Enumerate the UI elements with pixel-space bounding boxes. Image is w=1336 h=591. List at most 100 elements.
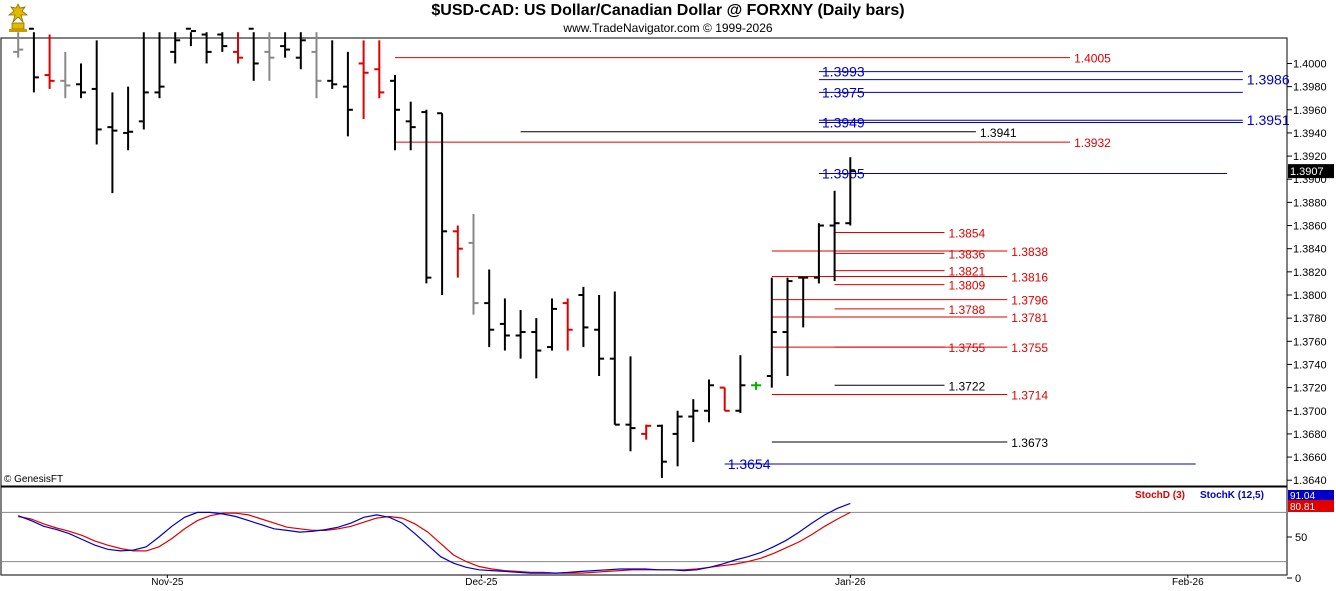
ohlc-bar: [452, 225, 463, 278]
ohlc-bar: [672, 410, 683, 467]
ohlc-bar: [233, 32, 243, 64]
ohlc-bar: [421, 109, 432, 284]
price-tick-label: 1.3960: [1293, 105, 1327, 117]
price-tick-label: 1.3800: [1293, 290, 1327, 302]
ohlc-bar: [138, 32, 149, 130]
level-label: 1.3905: [822, 165, 865, 181]
price-tick-label: 1.3680: [1293, 429, 1327, 441]
level-lines: 1.4005 1.3993 1.3986 1.3975 1.3951 1.3949 1.39…: [395, 52, 1290, 472]
price-panel-border: [0, 37, 1288, 487]
ohlc-bar: [688, 399, 699, 443]
date-tick-label: Feb-26: [1172, 577, 1204, 588]
date-axis: Nov-25 Dec-25 Jan-26 Feb-26: [151, 575, 1204, 588]
price-tick-label: 1.3980: [1293, 82, 1327, 94]
level-label: 1.3714: [1011, 389, 1048, 403]
date-tick-label: Dec-25: [465, 577, 498, 588]
level-label: 1.3788: [949, 303, 986, 317]
ohlc-bar: [280, 32, 291, 58]
ohlc-bar: [217, 32, 228, 52]
ohlc-bar: [405, 101, 416, 151]
price-tick-label: 1.3720: [1293, 383, 1327, 395]
price-tick-label: 1.3820: [1293, 267, 1327, 279]
ohlc-bar: [91, 40, 102, 145]
price-tick-label: 1.4000: [1293, 58, 1327, 70]
ohlc-bar: [594, 294, 605, 377]
stoch-k-value-box: [1288, 490, 1334, 500]
level-label: 1.3949: [822, 115, 865, 131]
chart-frame: [0, 37, 1288, 576]
level-label: 1.3796: [1011, 294, 1048, 308]
price-tick-label: 1.3880: [1293, 197, 1327, 209]
level-label: 1.3854: [949, 226, 986, 240]
price-tick-label: 1.3640: [1293, 475, 1327, 487]
date-tick-label: Nov-25: [151, 577, 184, 588]
level-label: 1.3809: [949, 279, 986, 293]
ohlc-bar: [170, 32, 181, 64]
ohlc-bar: [499, 298, 510, 351]
ohlc-bar: [201, 32, 212, 64]
chart-header: $USD-CAD: US Dollar/Canadian Dollar @ FO…: [0, 0, 1336, 38]
ohlc-bar: [60, 51, 71, 99]
level-label: 1.3755: [949, 341, 986, 355]
level-label: 1.4005: [1074, 52, 1111, 66]
level-label: 1.3821: [949, 265, 986, 279]
stoch-legend-k: StochK (12,5): [1200, 490, 1264, 501]
ohlc-bar: [782, 277, 793, 377]
ohlc-bar: [531, 318, 542, 379]
level-label: 1.3722: [949, 379, 986, 393]
ohlc-bar: [264, 32, 275, 81]
ohlc-bar: [358, 40, 369, 120]
ohlc-bar: [845, 157, 856, 226]
ohlc-bar: [107, 92, 118, 194]
ohlc-bar: [641, 424, 652, 440]
current-price-box: [1288, 164, 1334, 179]
price-tick-label: 1.3860: [1293, 221, 1327, 233]
ohlc-bar: [248, 27, 259, 81]
level-label: 1.3755: [1011, 341, 1048, 355]
price-tick-label: 1.3780: [1293, 313, 1327, 325]
stoch-k-value: 91.04: [1290, 491, 1315, 502]
ohlc-bar: [766, 277, 777, 388]
level-label: 1.3941: [980, 126, 1017, 140]
level-label: 1.3781: [1011, 311, 1048, 325]
level-label: 1.3836: [949, 247, 986, 261]
price-tick-label: 1.3940: [1293, 128, 1327, 140]
date-tick-label: Jan-26: [835, 577, 866, 588]
chart-title: $USD-CAD: US Dollar/Canadian Dollar @ FO…: [431, 2, 905, 19]
ohlc-bar: [44, 34, 55, 89]
price-tick-label: 1.3840: [1293, 244, 1327, 256]
genesis-trader-logo-icon: [3, 2, 33, 34]
stoch-tick-label: 50: [1295, 532, 1307, 544]
level-label: 1.3993: [822, 64, 865, 80]
ohlc-bar: [123, 86, 134, 151]
stoch-legend-d: StochD (3): [1135, 490, 1185, 501]
ohlc-bar: [625, 356, 636, 452]
ohlc-bar: [609, 291, 620, 426]
ohlc-bar: [484, 269, 495, 348]
ohlc-bar: [704, 379, 714, 423]
ohlc-bar: [829, 190, 840, 282]
price-tick-label: 1.3920: [1293, 151, 1327, 163]
level-label: 1.3932: [1074, 136, 1111, 150]
price-tick-label: 1.3700: [1293, 406, 1327, 418]
level-label: 1.3951: [1247, 112, 1290, 128]
stoch-series-line: [17, 502, 851, 574]
ohlc-bar: [76, 63, 86, 99]
ohlc-bar: [735, 355, 746, 414]
ohlc-bar: [327, 40, 338, 89]
current-price-marker: 1.3907: [1288, 164, 1334, 179]
ohlc-bar: [13, 32, 24, 58]
ohlc-bar: [656, 424, 667, 478]
price-axis: 1.40001.39801.39601.39401.39201.39001.38…: [1287, 58, 1327, 487]
ohlc-bar: [437, 112, 448, 295]
ohlc-bar: [154, 32, 165, 99]
ohlc-bar: [311, 32, 322, 99]
stoch-tick-label: 0: [1295, 573, 1301, 585]
level-label: 1.3654: [728, 456, 771, 472]
chart-subtitle: www.TradeNavigator.com © 1999-2026: [563, 21, 773, 35]
stoch-d-value-box: [1288, 500, 1334, 512]
ohlc-bars: [13, 27, 856, 478]
level-label: 1.3673: [1011, 436, 1048, 450]
ohlc-bar: [28, 27, 39, 93]
